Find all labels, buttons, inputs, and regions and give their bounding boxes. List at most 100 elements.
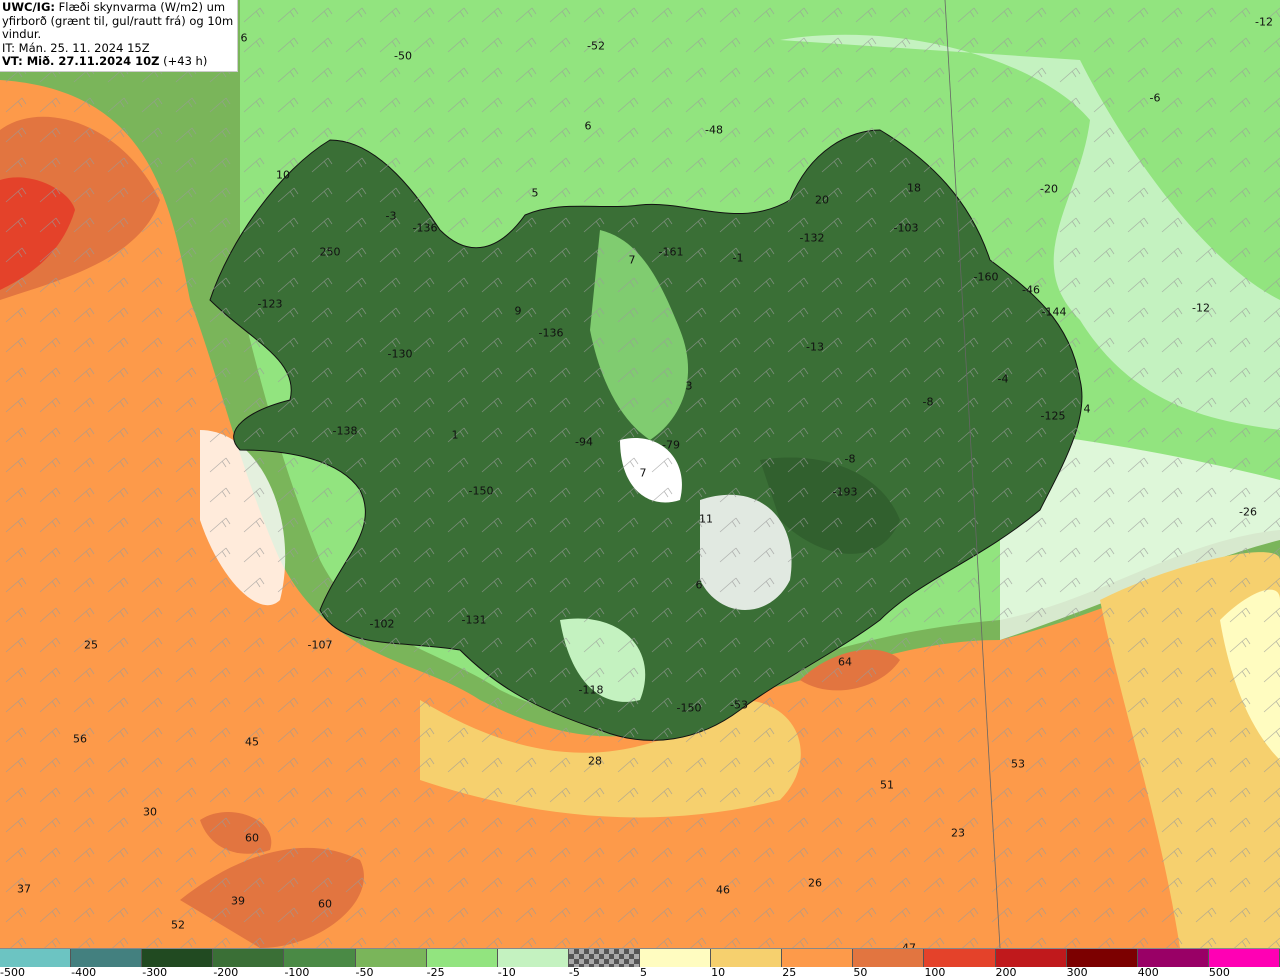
map-value-label: -1 — [732, 251, 744, 265]
legend-swatch — [640, 949, 712, 967]
legend-swatch — [71, 949, 143, 967]
legend-tick-label: -300 — [142, 966, 168, 979]
map-value-label: 6 — [240, 31, 248, 45]
legend-swatch — [497, 949, 569, 967]
map-value-label: -138 — [332, 424, 358, 438]
map-value-label: -125 — [1040, 409, 1066, 423]
map-value-label: -8 — [922, 395, 934, 409]
map-value-label: -13 — [806, 340, 824, 354]
map-value-label: -132 — [799, 231, 825, 245]
legend-tick-label: -100 — [284, 966, 310, 979]
map-value-label: 11 — [699, 512, 713, 526]
legend-swatch — [1137, 949, 1209, 967]
map-value-label: -52 — [587, 39, 605, 53]
map-value-label: 7 — [639, 466, 647, 480]
map-value-label: -50 — [394, 49, 412, 63]
map-value-label: -160 — [973, 270, 999, 284]
map-value-label: -26 — [1239, 505, 1257, 519]
legend-tick-label: -5 — [568, 966, 580, 979]
map-value-label: 1 — [451, 428, 459, 442]
map-value-label: 46 — [716, 883, 730, 897]
map-value-label: 250 — [319, 245, 341, 259]
map-value-label: -193 — [832, 485, 858, 499]
map-value-label: -4 — [997, 372, 1009, 386]
legend-swatch — [853, 949, 925, 967]
map-value-label: 45 — [245, 735, 259, 749]
legend-swatch — [924, 949, 996, 967]
map-value-label: -3 — [385, 209, 397, 223]
map-value-label: 26 — [808, 876, 822, 890]
model-label: UWC/IG: — [2, 0, 55, 14]
legend-tick-label: 300 — [1066, 966, 1088, 979]
legend-swatch — [995, 949, 1067, 967]
valid-time: VT: Mið. 27.11.2024 10Z — [2, 54, 160, 68]
map-value-label: -136 — [538, 326, 564, 340]
legend-tick-label: 100 — [924, 966, 946, 979]
map-value-label: 18 — [907, 181, 921, 195]
map-value-label: -102 — [369, 617, 395, 631]
map-value-label: 39 — [231, 894, 245, 908]
legend-tick-label: 25 — [782, 966, 797, 979]
map-value-label: 30 — [143, 805, 157, 819]
map-value-label: -53 — [730, 698, 748, 712]
map-value-label: -94 — [575, 435, 593, 449]
legend-swatch — [142, 949, 214, 967]
map-value-label: -79 — [662, 438, 680, 452]
legend-tick-label: -500 — [0, 966, 25, 979]
sensible-heat-flux-map — [0, 0, 1280, 948]
map-value-label: -136 — [412, 221, 438, 235]
map-value-label: -144 — [1041, 305, 1067, 319]
map-value-label: 7 — [628, 253, 636, 267]
legend-tick-label: 400 — [1137, 966, 1159, 979]
map-value-label: -8 — [844, 452, 856, 466]
legend-swatch — [284, 949, 356, 967]
map-value-label: 3 — [685, 379, 693, 393]
legend-tick-label: 500 — [1208, 966, 1230, 979]
map-value-label: -130 — [387, 347, 413, 361]
legend-swatch — [1208, 949, 1280, 967]
map-value-label: 56 — [73, 732, 87, 746]
map-value-label: 25 — [84, 638, 98, 652]
title-line1: Flæði skynvarma (W/m2) um — [54, 0, 226, 14]
map-value-label: 60 — [245, 831, 259, 845]
map-value-label: 23 — [951, 826, 965, 840]
map-value-label: 52 — [171, 918, 185, 932]
map-value-label: -161 — [658, 245, 684, 259]
legend-swatch — [1066, 949, 1138, 967]
map-value-label: 5 — [531, 186, 539, 200]
legend-swatch — [0, 949, 72, 967]
legend-swatch — [426, 949, 498, 967]
map-value-label: 6 — [584, 119, 592, 133]
map-value-label: -150 — [468, 484, 494, 498]
legend-tick-label: -50 — [355, 966, 374, 979]
color-legend: -500 -400 -300 -200 -100 -50 -25 -10 -5 5 10 25 50 10… — [0, 948, 1280, 979]
legend-swatch — [711, 949, 783, 967]
legend-swatch — [213, 949, 285, 967]
map-value-label: -131 — [461, 613, 487, 627]
legend-tick-label: 10 — [711, 966, 726, 979]
map-value-label: 37 — [17, 882, 31, 896]
map-value-label: 6 — [695, 578, 703, 592]
map-value-label: 20 — [815, 193, 829, 207]
legend-tick-label: 50 — [853, 966, 868, 979]
map-value-label: -107 — [307, 638, 333, 652]
map-value-label: 9 — [514, 304, 522, 318]
legend-tick-label: -200 — [213, 966, 239, 979]
map-value-label: 51 — [880, 778, 894, 792]
legend-tick-label: -25 — [426, 966, 445, 979]
map-value-label: -46 — [1022, 283, 1040, 297]
map-value-label: -150 — [676, 701, 702, 715]
title-line2: yfirborð (grænt til, gul/rautt frá) og 1… — [2, 13, 234, 41]
legend-tick-label: 200 — [995, 966, 1017, 979]
legend-swatch — [568, 949, 640, 967]
legend-tick-label: -10 — [497, 966, 516, 979]
map-value-label: 28 — [588, 754, 602, 768]
map-title-box: UWC/IG: Flæði skynvarma (W/m2) um yfirbo… — [0, 0, 238, 72]
map-value-label: -103 — [893, 221, 919, 235]
map-value-label: 10 — [276, 168, 290, 182]
map-value-label: 53 — [1011, 757, 1025, 771]
map-value-label: -6 — [1149, 91, 1161, 105]
map-value-label: 60 — [318, 897, 332, 911]
map-value-label: 64 — [838, 655, 852, 669]
map-value-label: -48 — [705, 123, 723, 137]
